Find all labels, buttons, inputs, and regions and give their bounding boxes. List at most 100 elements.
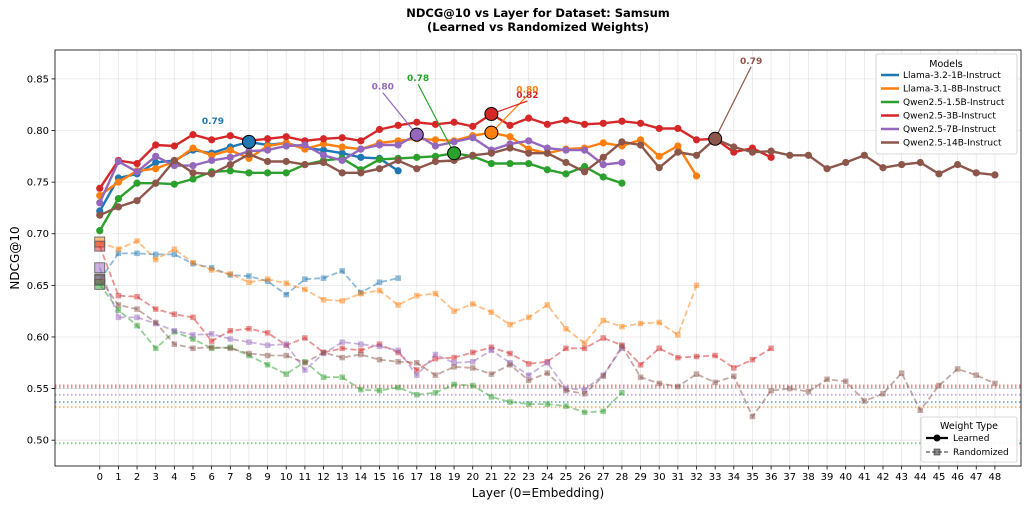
randomized-point — [246, 350, 252, 357]
randomized-point — [563, 387, 569, 394]
x-tick-label: 2 — [134, 472, 140, 483]
x-tick-label: 8 — [246, 472, 252, 483]
x-tick-label: 35 — [746, 472, 759, 483]
peak-arrow — [417, 83, 455, 154]
randomized-point — [190, 332, 196, 338]
learned-point — [357, 137, 365, 145]
randomized-point — [693, 371, 700, 377]
randomized-point — [134, 314, 140, 321]
learned-point — [189, 144, 197, 152]
x-tick-label: 42 — [877, 472, 890, 483]
randomized-point — [134, 250, 140, 257]
legend-models-title: Models — [929, 59, 963, 70]
learned-point — [525, 159, 533, 168]
randomized-point — [619, 389, 625, 396]
random-baseline-lines — [55, 384, 1021, 445]
learned-point — [375, 125, 384, 134]
learned-point — [581, 146, 589, 154]
randomized-point — [749, 413, 756, 420]
learned-point — [152, 165, 160, 173]
learned-point — [581, 163, 589, 171]
randomized-point — [339, 268, 345, 274]
chart-title: NDCG@10 vs Layer for Dataset: Samsum — [406, 6, 670, 20]
legend-entry: Qwen2.5-7B-Instruct — [903, 125, 996, 135]
legend-weights-title: Weight Type — [940, 421, 998, 432]
learned-point — [413, 153, 421, 161]
learned-point — [413, 118, 421, 126]
randomized-point — [581, 345, 588, 352]
peak-label: 0.80 — [516, 86, 538, 96]
randomized-point — [544, 401, 551, 407]
randomized-point — [693, 282, 700, 289]
randomized-point — [488, 309, 495, 315]
x-tick-label: 16 — [392, 472, 405, 483]
randomized-point — [283, 352, 289, 359]
x-tick-label: 27 — [597, 472, 610, 483]
learned-point — [543, 166, 551, 174]
x-tick-label: 0 — [97, 472, 103, 483]
learned-point — [543, 120, 551, 128]
randomized-point — [525, 377, 532, 384]
randomized-point — [507, 362, 513, 368]
peak-arrow — [714, 66, 752, 140]
randomized-point — [264, 362, 271, 368]
randomized-point — [544, 370, 551, 376]
randomized-point — [115, 302, 122, 308]
learned-point — [767, 153, 775, 161]
learned-point — [692, 136, 701, 144]
learned-point — [431, 152, 440, 160]
randomized-point — [880, 390, 886, 397]
peak-marker — [484, 107, 499, 121]
peak-label: 0.80 — [372, 83, 394, 93]
learned-point — [618, 179, 626, 187]
x-tick-label: 7 — [227, 472, 233, 483]
x-tick-label: 29 — [634, 472, 647, 483]
learned-point — [581, 168, 589, 176]
randomized-point — [581, 386, 588, 393]
learned-point — [953, 160, 962, 169]
randomized-point — [395, 358, 401, 365]
randomized-point — [302, 360, 308, 366]
axis-ticks: 0 1 2 3 4 5 6 7 8 9 10 11 12 13 14 15 16 17 18 19 20 21 22 23 24… — [27, 74, 1002, 483]
learned-point — [860, 151, 868, 159]
learned-point — [655, 124, 663, 133]
learned-point — [152, 152, 160, 160]
chart-subtitle: (Learned vs Randomized Weights) — [427, 20, 649, 34]
learned-point — [655, 152, 663, 160]
randomized-point — [171, 246, 178, 252]
randomized-point — [581, 340, 588, 346]
randomized-point — [339, 298, 345, 304]
learned-point — [189, 131, 197, 139]
randomized-point — [376, 387, 383, 394]
x-tick-label: 11 — [299, 472, 312, 483]
learned-point — [581, 120, 589, 128]
learned-point — [319, 140, 328, 148]
learned-point — [506, 159, 514, 168]
x-tick-label: 14 — [354, 472, 367, 483]
randomized-point — [208, 344, 215, 351]
randomized-point — [787, 385, 793, 392]
x-tick-label: 13 — [336, 472, 349, 483]
randomized-point — [208, 338, 215, 344]
x-tick-label: 34 — [727, 472, 740, 483]
randomized-point — [302, 367, 308, 373]
x-tick-label: 3 — [153, 472, 159, 483]
randomized-point — [693, 353, 700, 360]
randomized-point — [152, 251, 159, 258]
y-tick-label: 0.65 — [27, 281, 49, 292]
x-tick-label: 24 — [541, 472, 554, 483]
randomized-point — [358, 351, 364, 358]
learned-point — [469, 134, 477, 142]
randomized-point — [507, 321, 513, 328]
learned-point — [394, 156, 402, 165]
randomized-point — [190, 314, 196, 321]
randomized-point — [619, 343, 625, 350]
learned-point — [226, 167, 234, 175]
learned-point — [655, 164, 663, 172]
x-tick-label: 33 — [709, 472, 722, 483]
learned-point — [226, 153, 234, 161]
learned-point — [935, 170, 943, 178]
randomized-point — [637, 320, 644, 327]
randomized-point — [134, 238, 140, 244]
